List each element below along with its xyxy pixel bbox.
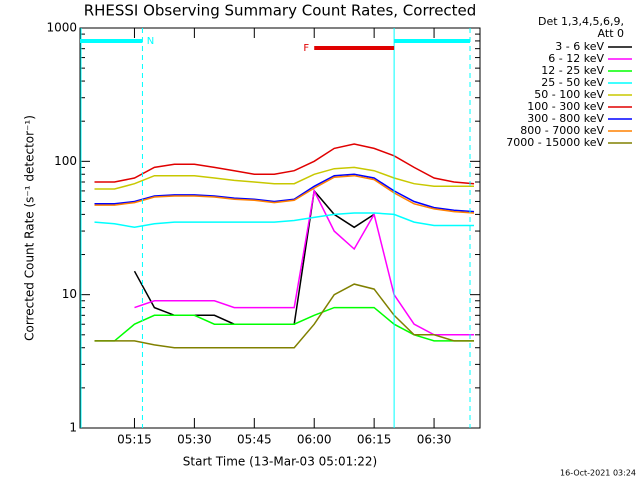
series-line — [133, 189, 375, 325]
x-tick-label: 05:30 — [177, 433, 212, 447]
legend-label: 7000 - 15000 keV — [506, 136, 604, 149]
legend-title: Det 1,3,4,5,6,9, — [538, 15, 624, 28]
series-line — [94, 173, 475, 213]
y-tick-label: 10 — [62, 287, 77, 301]
x-tick-label: 06:30 — [417, 433, 452, 447]
y-tick-label: 1000 — [46, 21, 77, 35]
series-line — [94, 212, 474, 229]
series-line — [94, 166, 474, 190]
series-line — [94, 143, 475, 185]
y-tick-label: 1 — [69, 421, 77, 435]
state-label: F — [303, 43, 309, 54]
x-tick-label: 05:15 — [117, 433, 152, 447]
legend-label: 100 - 300 keV — [527, 100, 604, 113]
series-line — [94, 306, 474, 342]
legend-label: 300 - 800 keV — [527, 112, 604, 125]
y-axis-label: Corrected Count Rate (s⁻¹ detector⁻¹) — [23, 115, 37, 341]
legend-label: 3 - 6 keV — [555, 40, 604, 53]
legend-label: 12 - 25 keV — [541, 64, 604, 77]
y-tick-label: 100 — [54, 154, 77, 168]
chart-title: RHESSI Observing Summary Count Rates, Co… — [84, 2, 477, 20]
x-axis-label: Start Time (13-Mar-03 05:01:22) — [183, 455, 377, 469]
legend-title: Att 0 — [598, 27, 624, 40]
legend-label: 50 - 100 keV — [534, 88, 604, 101]
legend-label: 800 - 7000 keV — [520, 124, 604, 137]
x-tick-label: 05:45 — [237, 433, 272, 447]
series-line — [94, 283, 474, 349]
x-tick-label: 06:00 — [297, 433, 332, 447]
legend-label: 25 - 50 keV — [541, 76, 604, 89]
legend-label: 6 - 12 keV — [548, 52, 604, 65]
footer: 16-Oct-2021 03:24 — [560, 469, 636, 478]
series-line — [134, 188, 474, 336]
x-tick-label: 06:15 — [357, 433, 392, 447]
series-line — [94, 174, 475, 214]
plot-frame — [79, 27, 481, 429]
state-label: N — [147, 36, 154, 47]
